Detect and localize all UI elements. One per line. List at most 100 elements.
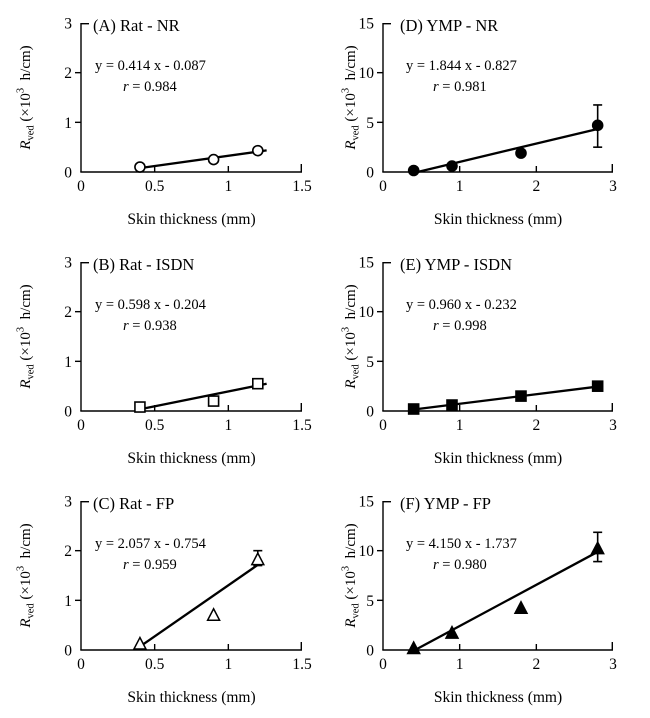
y-tick-label: 2: [64, 304, 72, 321]
fit-equation: y = 4.150 x - 1.737: [406, 536, 517, 552]
x-tick-label: 1.5: [292, 417, 312, 434]
y-tick-label: 5: [366, 115, 374, 132]
y-axis-label: Rved (×103 h/cm): [341, 284, 362, 389]
panel-title: (C) Rat - FP: [93, 494, 174, 513]
y-tick-label: 2: [64, 65, 72, 82]
data-point: [446, 399, 458, 411]
y-tick-label: 3: [64, 494, 72, 511]
x-tick-label: 2: [532, 656, 540, 673]
panel-A-chart: 0 1 2 3 0 0.5 1 1.5 (A) Rat - NR y = 0.414 x - 0.…: [16, 16, 312, 229]
x-tick-label: 1: [224, 656, 232, 673]
y-tick-label: 10: [359, 543, 375, 560]
panel-title: (D) YMP - NR: [400, 16, 498, 35]
y-tick-label: 3: [64, 255, 72, 272]
data-point: [252, 377, 264, 390]
data-point: [591, 380, 604, 392]
x-axis-label: Skin thickness (mm): [127, 211, 255, 228]
panel-title: (F) YMP - FP: [400, 494, 491, 513]
fit-line: [413, 384, 604, 411]
panel-C: 0 1 2 3 0 0.5 1 1.5 (C) Rat - FP y = 2.057 x - 0.…: [0, 478, 325, 717]
y-tick-label: 15: [359, 255, 375, 272]
x-tick-label: 1: [224, 417, 232, 434]
x-tick-label: 3: [609, 417, 617, 434]
x-tick-label: 0: [77, 417, 85, 434]
panel-E-chart: 0 5 10 15 0 1 2 3 (E) YMP - ISDN y = 0.960 x - 0.…: [341, 255, 618, 468]
x-tick-label: 1: [456, 656, 464, 673]
fit-line: [139, 560, 263, 648]
y-tick-label: 15: [359, 16, 375, 33]
data-point: [515, 147, 527, 159]
x-tick-label: 1: [456, 417, 464, 434]
x-tick-label: 0: [379, 417, 387, 434]
x-tick-label: 0: [77, 656, 85, 673]
x-tick-label: 0.5: [145, 417, 165, 434]
x-axis-label: Skin thickness (mm): [434, 689, 562, 706]
fit-equation: y = 0.414 x - 0.087: [95, 58, 206, 74]
fit-correlation: r = 0.980: [433, 557, 487, 573]
x-tick-label: 0.5: [145, 656, 165, 673]
y-tick-label: 5: [366, 354, 374, 371]
data-point: [406, 640, 421, 655]
data-point: [407, 164, 420, 177]
y-tick-label: 5: [366, 593, 374, 610]
data-point: [407, 403, 420, 415]
x-axis-label: Skin thickness (mm): [434, 211, 562, 228]
panel-A: 0 1 2 3 0 0.5 1 1.5 (A) Rat - NR y = 0.414 x - 0.…: [0, 0, 325, 239]
fit-line: [415, 549, 602, 651]
fit-correlation: r = 0.959: [123, 557, 177, 573]
y-tick-label: 3: [64, 16, 72, 33]
fit-line: [136, 149, 267, 170]
y-tick-label: 1: [64, 593, 72, 610]
x-axis-label: Skin thickness (mm): [127, 450, 255, 467]
x-tick-label: 1: [456, 178, 464, 195]
fit-equation: y = 1.844 x - 0.827: [406, 58, 517, 74]
x-tick-label: 3: [609, 656, 617, 673]
y-tick-label: 0: [366, 404, 374, 421]
x-tick-label: 0: [379, 656, 387, 673]
data-point: [134, 401, 146, 413]
data-point: [446, 160, 458, 172]
fit-equation: y = 0.598 x - 0.204: [95, 297, 207, 313]
x-tick-label: 1.5: [292, 656, 312, 673]
fit-line: [136, 382, 267, 411]
fit-correlation: r = 0.984: [123, 79, 177, 95]
y-tick-label: 0: [64, 165, 72, 182]
x-tick-label: 2: [532, 178, 540, 195]
x-axis-label: Skin thickness (mm): [127, 689, 255, 706]
panel-title: (A) Rat - NR: [93, 16, 180, 35]
fit-line: [417, 127, 602, 174]
fit-equation: y = 2.057 x - 0.754: [95, 536, 207, 552]
data-point: [207, 395, 220, 407]
y-tick-label: 15: [359, 494, 375, 511]
y-tick-label: 0: [366, 165, 374, 182]
y-axis-label: Rved (×103 h/cm): [16, 45, 37, 150]
y-tick-label: 10: [359, 65, 375, 82]
y-tick-label: 0: [64, 404, 72, 421]
y-axis-label: Rved (×103 h/cm): [341, 523, 362, 628]
y-tick-label: 10: [359, 304, 375, 321]
data-point: [206, 607, 221, 621]
y-axis-label: Rved (×103 h/cm): [16, 523, 37, 628]
panel-F: 0 5 10 15 0 1 2 3 (F) YMP - FP y = 4.150 x - 1.73…: [325, 478, 650, 717]
y-axis-label: Rved (×103 h/cm): [16, 284, 37, 389]
x-tick-label: 0: [379, 178, 387, 195]
panel-B-chart: 0 1 2 3 0 0.5 1 1.5 (B) Rat - ISDN y = 0.598 x - …: [16, 255, 312, 468]
panel-C-chart: 0 1 2 3 0 0.5 1 1.5 (C) Rat - FP y = 2.057 x - 0.…: [16, 494, 312, 707]
fit-equation: y = 0.960 x - 0.232: [406, 297, 517, 313]
fit-correlation: r = 0.998: [433, 318, 487, 334]
x-tick-label: 1.5: [292, 178, 312, 195]
x-tick-label: 2: [532, 417, 540, 434]
data-point: [515, 390, 527, 402]
data-point: [591, 119, 604, 132]
y-axis-label: Rved (×103 h/cm): [341, 45, 362, 150]
fit-correlation: r = 0.938: [123, 318, 177, 334]
y-tick-label: 1: [64, 354, 72, 371]
x-tick-label: 3: [609, 178, 617, 195]
data-point: [444, 624, 460, 639]
x-axis-label: Skin thickness (mm): [434, 450, 562, 467]
x-tick-label: 0.5: [145, 178, 165, 195]
x-tick-label: 1: [224, 178, 232, 195]
data-point: [513, 600, 529, 615]
data-point: [250, 551, 266, 566]
